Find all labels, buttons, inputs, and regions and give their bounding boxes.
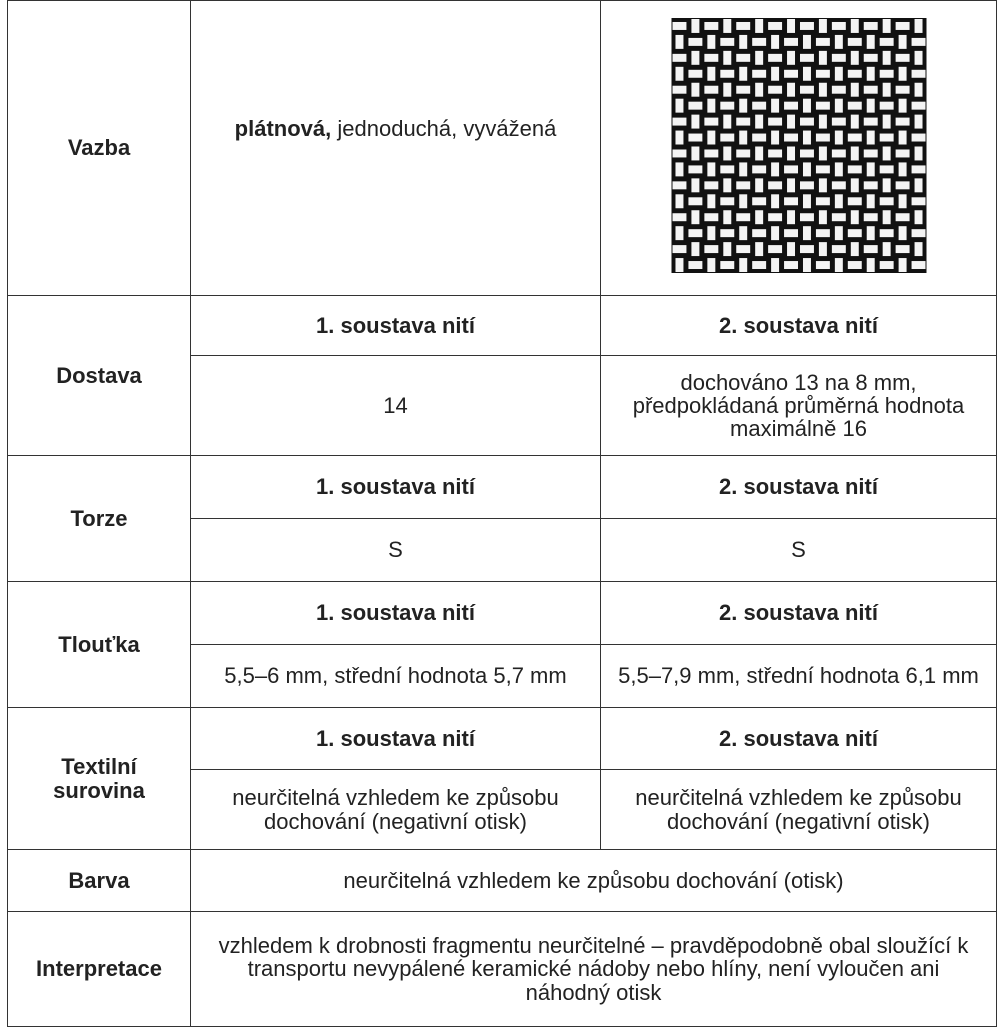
bold-text: plátnová, bbox=[234, 116, 332, 142]
header-cell: 2. soustava nití bbox=[600, 295, 997, 356]
cell: S bbox=[190, 518, 601, 582]
header-cell: 2. soustava nití bbox=[600, 581, 997, 645]
text: jednoduchá, vyvážená bbox=[337, 116, 557, 142]
row-label: Textilní surovina bbox=[7, 707, 191, 850]
row-label: Interpretace bbox=[7, 911, 191, 1027]
row-label: Torze bbox=[7, 455, 191, 582]
cell: plátnová, jednoduchá, vyvážená bbox=[190, 0, 601, 296]
cell: neurčitelná vzhledem ke způsobu dochován… bbox=[190, 769, 601, 850]
cell: neurčitelná vzhledem ke způsobu dochován… bbox=[190, 849, 997, 912]
row-label: Dostava bbox=[7, 295, 191, 456]
row-label: Tlouťka bbox=[7, 581, 191, 708]
cell: 5,5–7,9 mm, střední hodnota 6,1 mm bbox=[600, 644, 997, 708]
properties-table: Vazba plátnová, jednoduchá, vyvážená Dos… bbox=[7, 0, 997, 1027]
header-cell: 1. soustava nití bbox=[190, 707, 601, 770]
row-label: Barva bbox=[7, 849, 191, 912]
header-cell: 1. soustava nití bbox=[190, 581, 601, 645]
cell: 5,5–6 mm, střední hodnota 5,7 mm bbox=[190, 644, 601, 708]
weave-image bbox=[671, 18, 926, 274]
image-cell bbox=[600, 0, 997, 296]
cell: S bbox=[600, 518, 997, 582]
header-cell: 2. soustava nití bbox=[600, 707, 997, 770]
cell: 14 bbox=[190, 355, 601, 456]
cell: neurčitelná vzhledem ke způsobu dochován… bbox=[600, 769, 997, 850]
cell: dochováno 13 na 8 mm, předpokládaná prům… bbox=[600, 355, 997, 456]
cell: vzhledem k drobnosti fragmentu neurčitel… bbox=[190, 911, 997, 1027]
header-cell: 1. soustava nití bbox=[190, 295, 601, 356]
row-label: Vazba bbox=[7, 0, 191, 296]
header-cell: 1. soustava nití bbox=[190, 455, 601, 519]
header-cell: 2. soustava nití bbox=[600, 455, 997, 519]
